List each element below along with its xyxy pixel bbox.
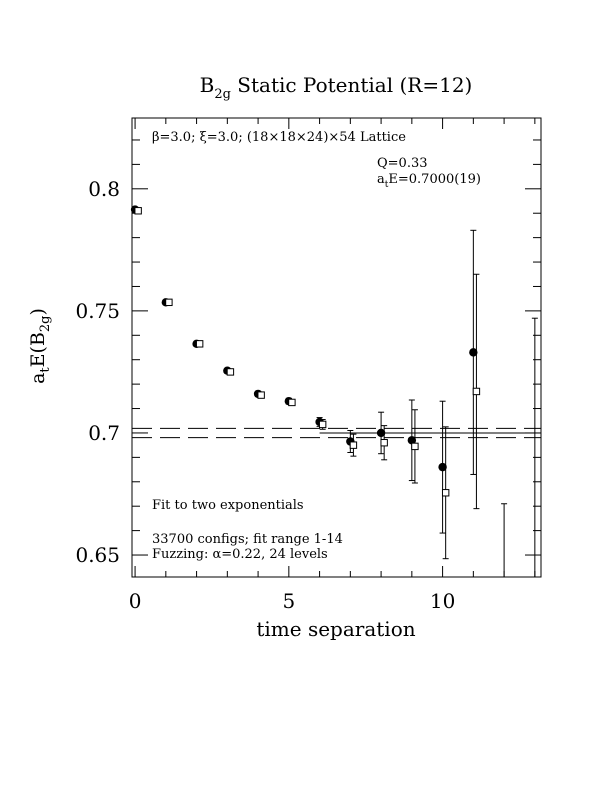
x-axis-label: time separation [256,617,415,641]
x-tick-label: 5 [282,589,295,613]
chart-title: B2g Static Potential (R=12) [200,73,473,102]
x-tick-labels: 0 5 10 [129,589,456,613]
y-tick-label: 0.8 [88,177,120,201]
annotation-ae: atE=0.7000(19) [377,172,481,190]
data-point-square [411,442,419,451]
y-axis-label-sub: 2g [38,316,53,333]
data-point-square [472,387,481,396]
chart-title-sub: 2g [214,87,231,102]
annotation-fit: Fit to two exponentials [152,498,304,513]
series-layer [130,205,538,577]
annotation-fuzzing: Fuzzing: α=0.22, 24 levels [152,547,328,562]
annotation-ae-post: E=0.7000(19) [388,172,481,187]
x-tick-label: 0 [129,589,142,613]
series-filled-circle [130,205,478,534]
data-point-square [134,207,142,215]
annotation-lattice: β=3.0; ξ=3.0; (18×18×24)×54 Lattice [152,130,406,145]
y-tick-label: 0.7 [88,421,120,445]
chart-title-rest: Static Potential (R=12) [231,73,472,97]
data-point-square [318,420,327,429]
series-open-square [134,207,538,577]
data-point-square [288,398,296,407]
annotation-ae-pre: a [377,172,385,187]
y-axis-label-a: a [27,373,49,384]
y-axis-label: atE(B2g) [27,308,53,384]
data-point-circle [407,436,417,445]
y-axis-label-post: ) [27,308,49,315]
fit-lines [132,427,541,439]
data-point-square [165,298,173,307]
y-axis-label-mid: E(B [27,332,49,367]
y-tick-label: 0.75 [75,299,120,323]
data-point-square [226,368,235,376]
annotation-configs: 33700 configs; fit range 1-14 [152,532,343,547]
plot-frame [131,117,542,578]
y-tick-labels: 0.65 0.7 0.75 0.8 [75,177,120,567]
data-point-square [257,391,265,399]
annotation-q: Q=0.33 [377,156,428,171]
data-point-square [349,441,358,449]
data-point-square [441,489,450,497]
y-axis-label-t: t [38,367,53,373]
data-point-circle [469,348,478,357]
y-tick-label: 0.65 [75,543,120,567]
data-point-square [195,340,204,348]
data-point-circle [376,428,386,438]
x-tick-label: 10 [430,589,455,613]
annotation-ae-sub: t [385,180,389,190]
data-point-square [380,439,388,447]
data-point-circle [438,462,447,472]
chart-title-main: B [200,73,215,97]
